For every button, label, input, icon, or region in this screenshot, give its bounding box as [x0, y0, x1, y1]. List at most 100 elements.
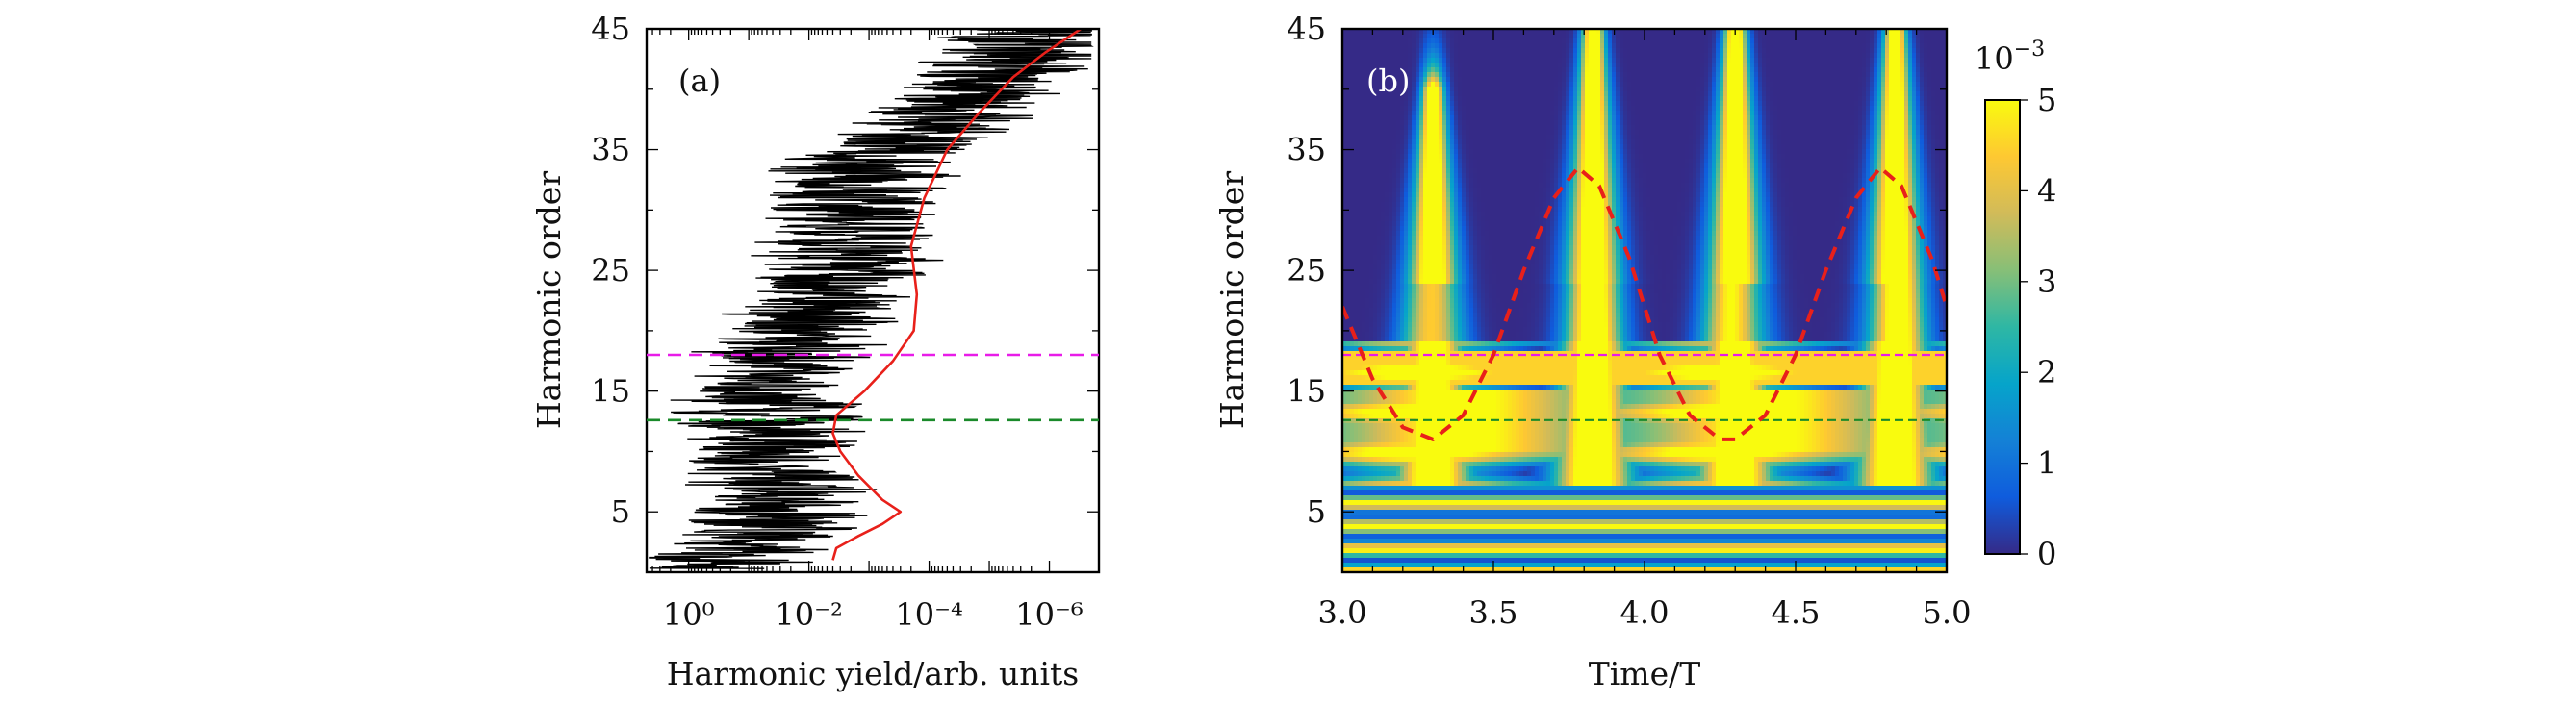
heatmap-cell: [1800, 120, 1805, 126]
heatmap-cell: [1373, 72, 1378, 78]
heatmap-cell: [1527, 106, 1532, 112]
heatmap-cell: [1743, 38, 1747, 44]
heatmap-cell: [1862, 91, 1867, 97]
heatmap-cell: [1931, 29, 1936, 35]
heatmap-cell: [1404, 120, 1409, 126]
heatmap-cell: [1820, 101, 1824, 107]
heatmap-cell: [1812, 29, 1817, 35]
heatmap-cell: [1681, 120, 1686, 126]
heatmap-cell: [1893, 91, 1898, 97]
heatmap-cell: [1673, 111, 1678, 116]
heatmap-cell: [1881, 111, 1886, 116]
heatmap-cell: [1627, 154, 1632, 160]
heatmap-cell: [1874, 77, 1878, 83]
heatmap-cell: [1689, 63, 1694, 68]
heatmap-cell: [1735, 29, 1740, 35]
heatmap-cell: [1635, 154, 1640, 160]
heatmap-cell: [1843, 96, 1848, 102]
heatmap-cell: [1700, 91, 1705, 97]
heatmap-cell: [1439, 82, 1443, 88]
heatmap-cell: [1539, 115, 1543, 121]
heatmap-cell: [1446, 154, 1451, 160]
heatmap-cell: [1358, 173, 1363, 179]
heatmap-cell: [1489, 91, 1493, 97]
heatmap-cell: [1519, 96, 1524, 102]
heatmap-cell: [1839, 111, 1844, 116]
heatmap-cell: [1827, 106, 1832, 112]
heatmap-cell: [1427, 120, 1432, 126]
heatmap-cell: [1916, 111, 1921, 116]
heatmap-cell: [1431, 96, 1436, 102]
heatmap-cell: [1431, 125, 1436, 131]
heatmap-cell: [1342, 96, 1347, 102]
heatmap-cell: [1458, 159, 1463, 164]
heatmap-cell: [1931, 48, 1936, 54]
heatmap-cell: [1535, 159, 1540, 164]
heatmap-cell: [1808, 163, 1813, 169]
heatmap-cell: [1593, 43, 1597, 49]
heatmap-cell: [1585, 163, 1590, 169]
heatmap-cell: [1512, 29, 1517, 35]
heatmap-cell: [1358, 29, 1363, 35]
heatmap-cell: [1477, 120, 1482, 126]
heatmap-cell: [1373, 82, 1378, 88]
heatmap-cell: [1773, 144, 1778, 150]
heatmap-cell: [1612, 111, 1617, 116]
heatmap-cell: [1350, 144, 1355, 150]
heatmap-cell: [1704, 48, 1709, 54]
heatmap-cell: [1473, 159, 1478, 164]
heatmap-cell: [1442, 58, 1447, 63]
heatmap-cell: [1481, 115, 1486, 121]
heatmap-cell: [1900, 130, 1905, 136]
heatmap-cell: [1677, 168, 1682, 174]
heatmap-cell: [1477, 29, 1482, 35]
heatmap-cell: [1539, 101, 1543, 107]
heatmap-cell: [1727, 163, 1732, 169]
heatmap-cell: [1804, 58, 1809, 63]
heatmap-cell: [1408, 38, 1413, 44]
heatmap-cell: [1666, 159, 1671, 164]
heatmap-cell: [1854, 168, 1859, 174]
heatmap-cell: [1500, 163, 1505, 169]
heatmap-cell: [1543, 29, 1547, 35]
heatmap-cell: [1358, 115, 1363, 121]
heatmap-cell: [1773, 139, 1778, 145]
heatmap-cell: [1773, 120, 1778, 126]
heatmap-cell: [1854, 91, 1859, 97]
heatmap-cell: [1870, 139, 1875, 145]
heatmap-cell: [1627, 77, 1632, 83]
heatmap-cell: [1773, 115, 1778, 121]
heatmap-cell: [1904, 96, 1909, 102]
heatmap-cell: [1731, 43, 1736, 49]
heatmap-cell: [1581, 48, 1586, 54]
heatmap-cell: [1604, 67, 1609, 73]
heatmap-cell: [1427, 87, 1432, 92]
heatmap-cell: [1777, 163, 1782, 169]
heatmap-cell: [1693, 82, 1697, 88]
heatmap-cell: [1535, 63, 1540, 68]
heatmap-cell: [1523, 101, 1528, 107]
heatmap-cell: [1373, 135, 1378, 140]
heatmap-cell: [1777, 135, 1782, 140]
heatmap-cell: [1346, 168, 1351, 174]
heatmap-cell: [1677, 154, 1682, 160]
heatmap-cell: [1927, 67, 1932, 73]
heatmap-cell: [1604, 82, 1609, 88]
heatmap-cell: [1477, 154, 1482, 160]
heatmap-cell: [1423, 173, 1428, 179]
heatmap-cell: [1566, 101, 1570, 107]
heatmap-cell: [1720, 77, 1724, 83]
heatmap-cell: [1785, 101, 1790, 107]
heatmap-cell: [1408, 144, 1413, 150]
heatmap-cell: [1481, 38, 1486, 44]
heatmap-cell: [1770, 125, 1774, 131]
heatmap-cell: [1462, 96, 1467, 102]
heatmap-cell: [1662, 96, 1667, 102]
heatmap-cell: [1893, 101, 1898, 107]
heatmap-cell: [1943, 43, 1947, 49]
heatmap-cell: [1546, 48, 1551, 54]
heatmap-cell: [1523, 135, 1528, 140]
heatmap-cell: [1473, 168, 1478, 174]
heatmap-cell: [1496, 91, 1501, 97]
